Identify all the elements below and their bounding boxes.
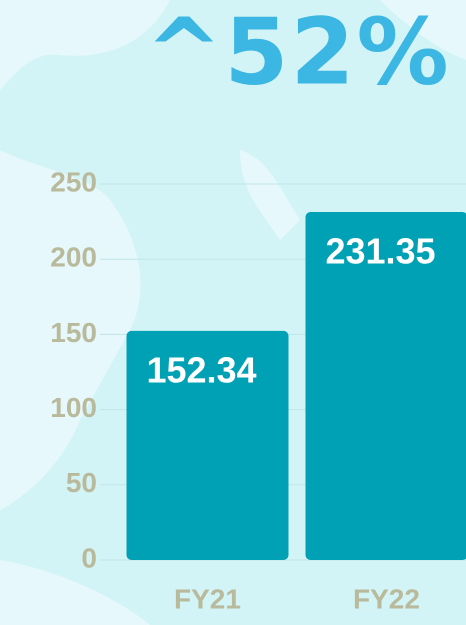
- x-tick-label: FY22: [353, 583, 420, 614]
- y-tick-label: 200: [50, 242, 97, 273]
- y-tick-label: 100: [50, 392, 97, 423]
- y-tick-label: 250: [50, 166, 97, 197]
- bar: [126, 330, 289, 560]
- chart-title: ^52%: [145, 0, 450, 105]
- y-tick-label: 50: [66, 467, 97, 498]
- bar: [305, 212, 466, 560]
- x-tick-label: FY21: [174, 583, 241, 614]
- value-label: 231.35: [325, 231, 435, 272]
- y-tick-label: 150: [50, 317, 97, 348]
- y-tick-label: 0: [81, 542, 97, 573]
- value-label: 152.34: [146, 349, 256, 390]
